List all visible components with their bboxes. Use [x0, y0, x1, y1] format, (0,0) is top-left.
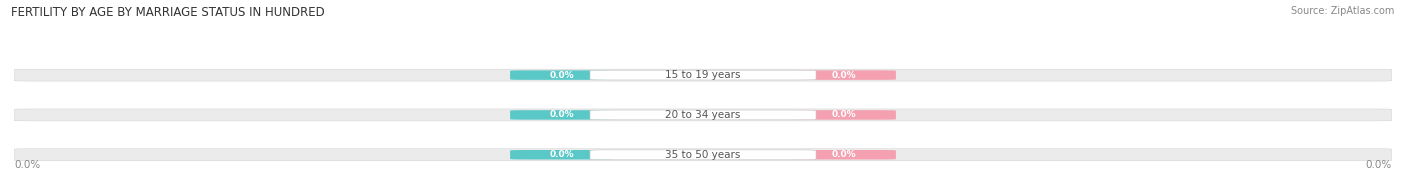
Text: 0.0%: 0.0%: [14, 160, 41, 170]
FancyBboxPatch shape: [14, 109, 1392, 121]
Text: 0.0%: 0.0%: [832, 110, 856, 119]
FancyBboxPatch shape: [14, 69, 1392, 81]
FancyBboxPatch shape: [510, 110, 613, 120]
FancyBboxPatch shape: [793, 110, 896, 120]
Text: 0.0%: 0.0%: [550, 110, 574, 119]
FancyBboxPatch shape: [510, 70, 613, 80]
Text: 35 to 50 years: 35 to 50 years: [665, 150, 741, 160]
Text: 0.0%: 0.0%: [550, 71, 574, 80]
Text: 0.0%: 0.0%: [832, 71, 856, 80]
FancyBboxPatch shape: [793, 150, 896, 160]
Text: 0.0%: 0.0%: [1365, 160, 1392, 170]
Text: 15 to 19 years: 15 to 19 years: [665, 70, 741, 80]
FancyBboxPatch shape: [793, 70, 896, 80]
FancyBboxPatch shape: [14, 149, 1392, 161]
FancyBboxPatch shape: [510, 150, 613, 160]
FancyBboxPatch shape: [591, 110, 815, 120]
Text: Source: ZipAtlas.com: Source: ZipAtlas.com: [1291, 6, 1395, 16]
Text: 0.0%: 0.0%: [832, 150, 856, 159]
Text: 20 to 34 years: 20 to 34 years: [665, 110, 741, 120]
FancyBboxPatch shape: [591, 70, 815, 80]
FancyBboxPatch shape: [591, 150, 815, 160]
Text: 0.0%: 0.0%: [550, 150, 574, 159]
Text: FERTILITY BY AGE BY MARRIAGE STATUS IN HUNDRED: FERTILITY BY AGE BY MARRIAGE STATUS IN H…: [11, 6, 325, 19]
